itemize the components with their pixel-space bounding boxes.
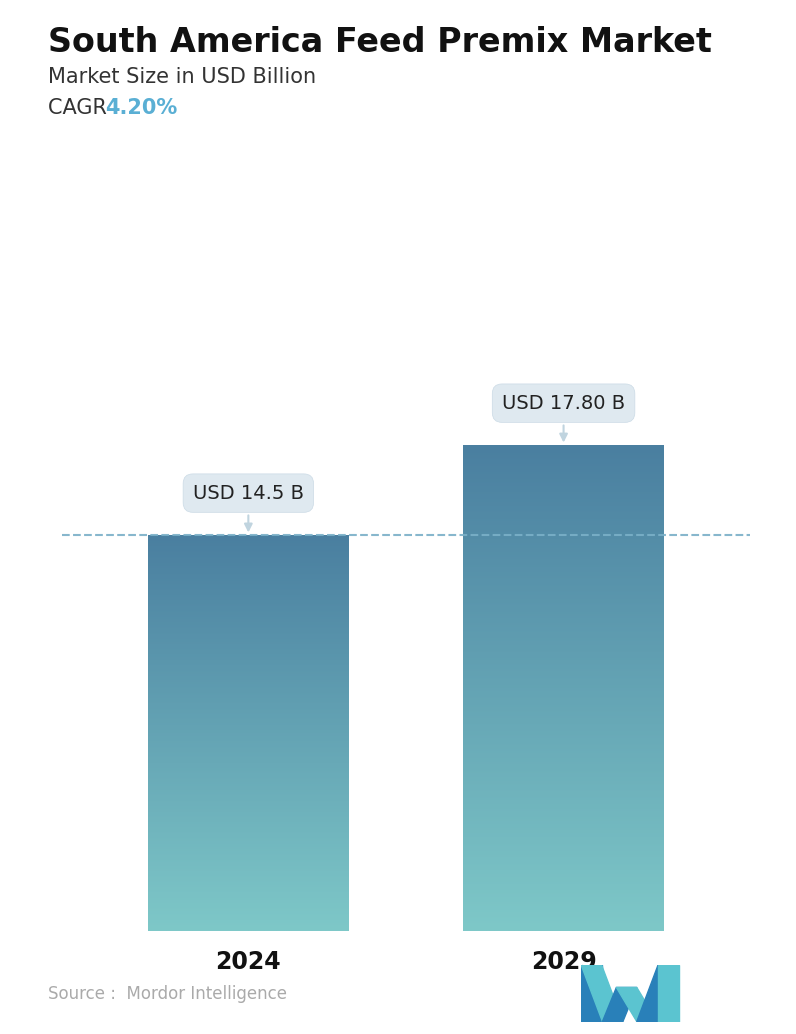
Polygon shape [637,965,678,1022]
Text: Market Size in USD Billion: Market Size in USD Billion [48,67,316,87]
Text: USD 14.5 B: USD 14.5 B [193,484,304,530]
Polygon shape [581,965,622,1022]
Text: South America Feed Premix Market: South America Feed Premix Market [48,26,712,59]
Text: USD 17.80 B: USD 17.80 B [502,394,625,440]
Text: CAGR: CAGR [48,98,113,118]
Text: Source :  Mordor Intelligence: Source : Mordor Intelligence [48,985,287,1003]
Polygon shape [658,965,678,1022]
Polygon shape [581,965,602,1022]
Polygon shape [616,987,657,1022]
Text: 4.20%: 4.20% [105,98,178,118]
Polygon shape [603,987,637,1022]
